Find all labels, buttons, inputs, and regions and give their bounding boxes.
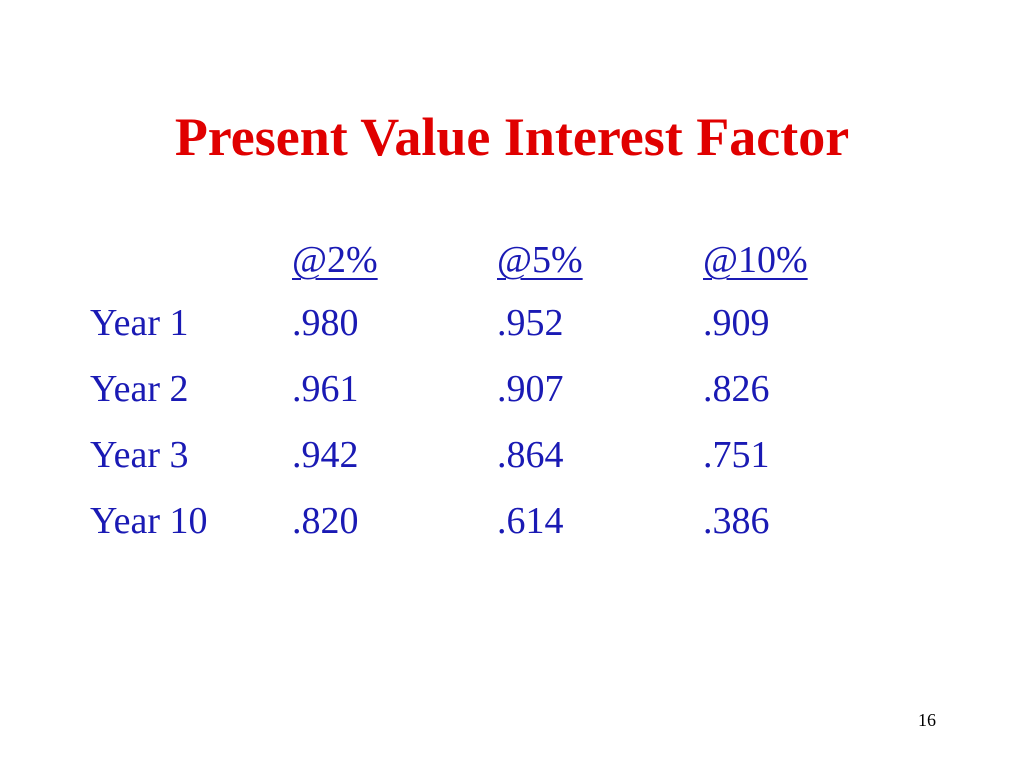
table-cell: .820 (292, 500, 359, 542)
row-label: Year 1 (90, 302, 189, 344)
table-cell: .826 (703, 368, 770, 410)
page-number: 16 (918, 710, 936, 730)
column-header: @2% (292, 239, 378, 281)
table-cell: .751 (703, 434, 770, 476)
table-cell: .909 (703, 302, 770, 344)
row-label: Year 10 (90, 500, 208, 542)
table-cell: .907 (497, 368, 564, 410)
row-label: Year 3 (90, 434, 189, 476)
column-header: @5% (497, 239, 583, 281)
table-cell: .864 (497, 434, 564, 476)
table-cell: .614 (497, 500, 564, 542)
table-cell: .952 (497, 302, 564, 344)
table-cell: .980 (292, 302, 359, 344)
column-header: @10% (703, 239, 808, 281)
row-label: Year 2 (90, 368, 189, 410)
table-cell: .961 (292, 368, 359, 410)
table-cell: .942 (292, 434, 359, 476)
table-cell: .386 (703, 500, 770, 542)
slide-title: Present Value Interest Factor (174, 107, 850, 167)
